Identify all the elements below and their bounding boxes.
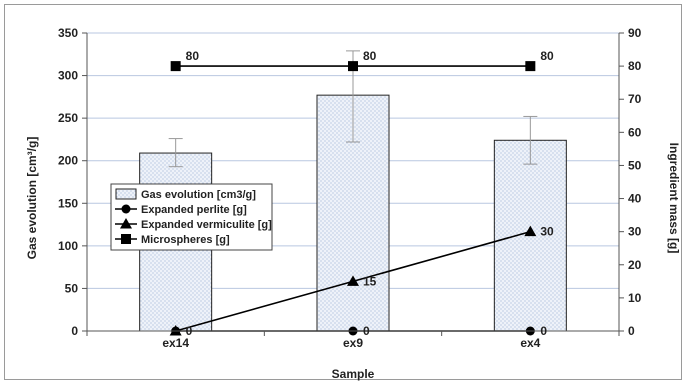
y-tick-label: 0 bbox=[71, 324, 78, 338]
data-label: 0 bbox=[363, 324, 370, 338]
axes: 0501001502002503003500102030405060708090… bbox=[58, 26, 642, 350]
y2-tick-label: 80 bbox=[628, 59, 642, 73]
y2-tick-label: 90 bbox=[628, 26, 642, 40]
legend-label: Expanded vermiculite [g] bbox=[141, 219, 272, 231]
legend-marker bbox=[120, 218, 132, 229]
series-point bbox=[348, 61, 358, 72]
legend-marker bbox=[121, 204, 131, 214]
data-labels: 0 0 0 15 30 80 80 80 bbox=[186, 49, 554, 338]
y2-tick-label: 30 bbox=[628, 225, 642, 239]
y-tick-label: 350 bbox=[58, 26, 78, 40]
y-tick-label: 50 bbox=[65, 281, 79, 295]
data-label: 0 bbox=[186, 324, 193, 338]
y2-axis-title: Ingredient mass [g] bbox=[667, 143, 681, 254]
data-label: 80 bbox=[363, 49, 377, 63]
data-label: 80 bbox=[186, 49, 200, 63]
legend-marker bbox=[121, 234, 131, 244]
series-point bbox=[347, 275, 359, 286]
legend-swatch bbox=[115, 188, 137, 200]
x-tick-label: ex4 bbox=[520, 336, 540, 350]
y-tick-label: 150 bbox=[58, 196, 78, 210]
y-tick-label: 100 bbox=[58, 239, 78, 253]
legend: Gas evolution [cm3/g] Expanded perlite [g… bbox=[110, 183, 273, 251]
y2-tick-label: 20 bbox=[628, 258, 642, 272]
y2-tick-label: 40 bbox=[628, 192, 642, 206]
legend-label: Microspheres [g] bbox=[141, 234, 230, 246]
legend-label: Expanded perlite [g] bbox=[141, 204, 247, 216]
y2-tick-label: 0 bbox=[628, 324, 635, 338]
data-label: 30 bbox=[540, 225, 554, 239]
x-tick-label: ex14 bbox=[162, 336, 189, 350]
y-tick-label: 250 bbox=[58, 111, 78, 125]
series-point bbox=[525, 61, 536, 72]
y2-tick-label: 10 bbox=[628, 291, 642, 305]
data-label: 0 bbox=[540, 324, 547, 338]
y2-tick-label: 50 bbox=[628, 158, 642, 172]
y2-tick-label: 70 bbox=[628, 92, 642, 106]
y-tick-label: 300 bbox=[58, 69, 78, 83]
series-point bbox=[524, 225, 537, 237]
x-axis-title: Sample bbox=[332, 367, 375, 381]
series-point bbox=[170, 61, 181, 72]
legend-box bbox=[110, 183, 273, 251]
data-label: 80 bbox=[540, 49, 554, 63]
y-tick-label: 200 bbox=[58, 154, 78, 168]
x-tick-label: ex9 bbox=[343, 336, 363, 350]
series-point bbox=[169, 325, 182, 336]
data-label: 15 bbox=[363, 274, 377, 288]
y-axis-title: Gas evolution [cm³/g] bbox=[25, 137, 39, 260]
y2-tick-label: 60 bbox=[628, 125, 642, 139]
legend-label: Gas evolution [cm3/g] bbox=[141, 189, 256, 201]
